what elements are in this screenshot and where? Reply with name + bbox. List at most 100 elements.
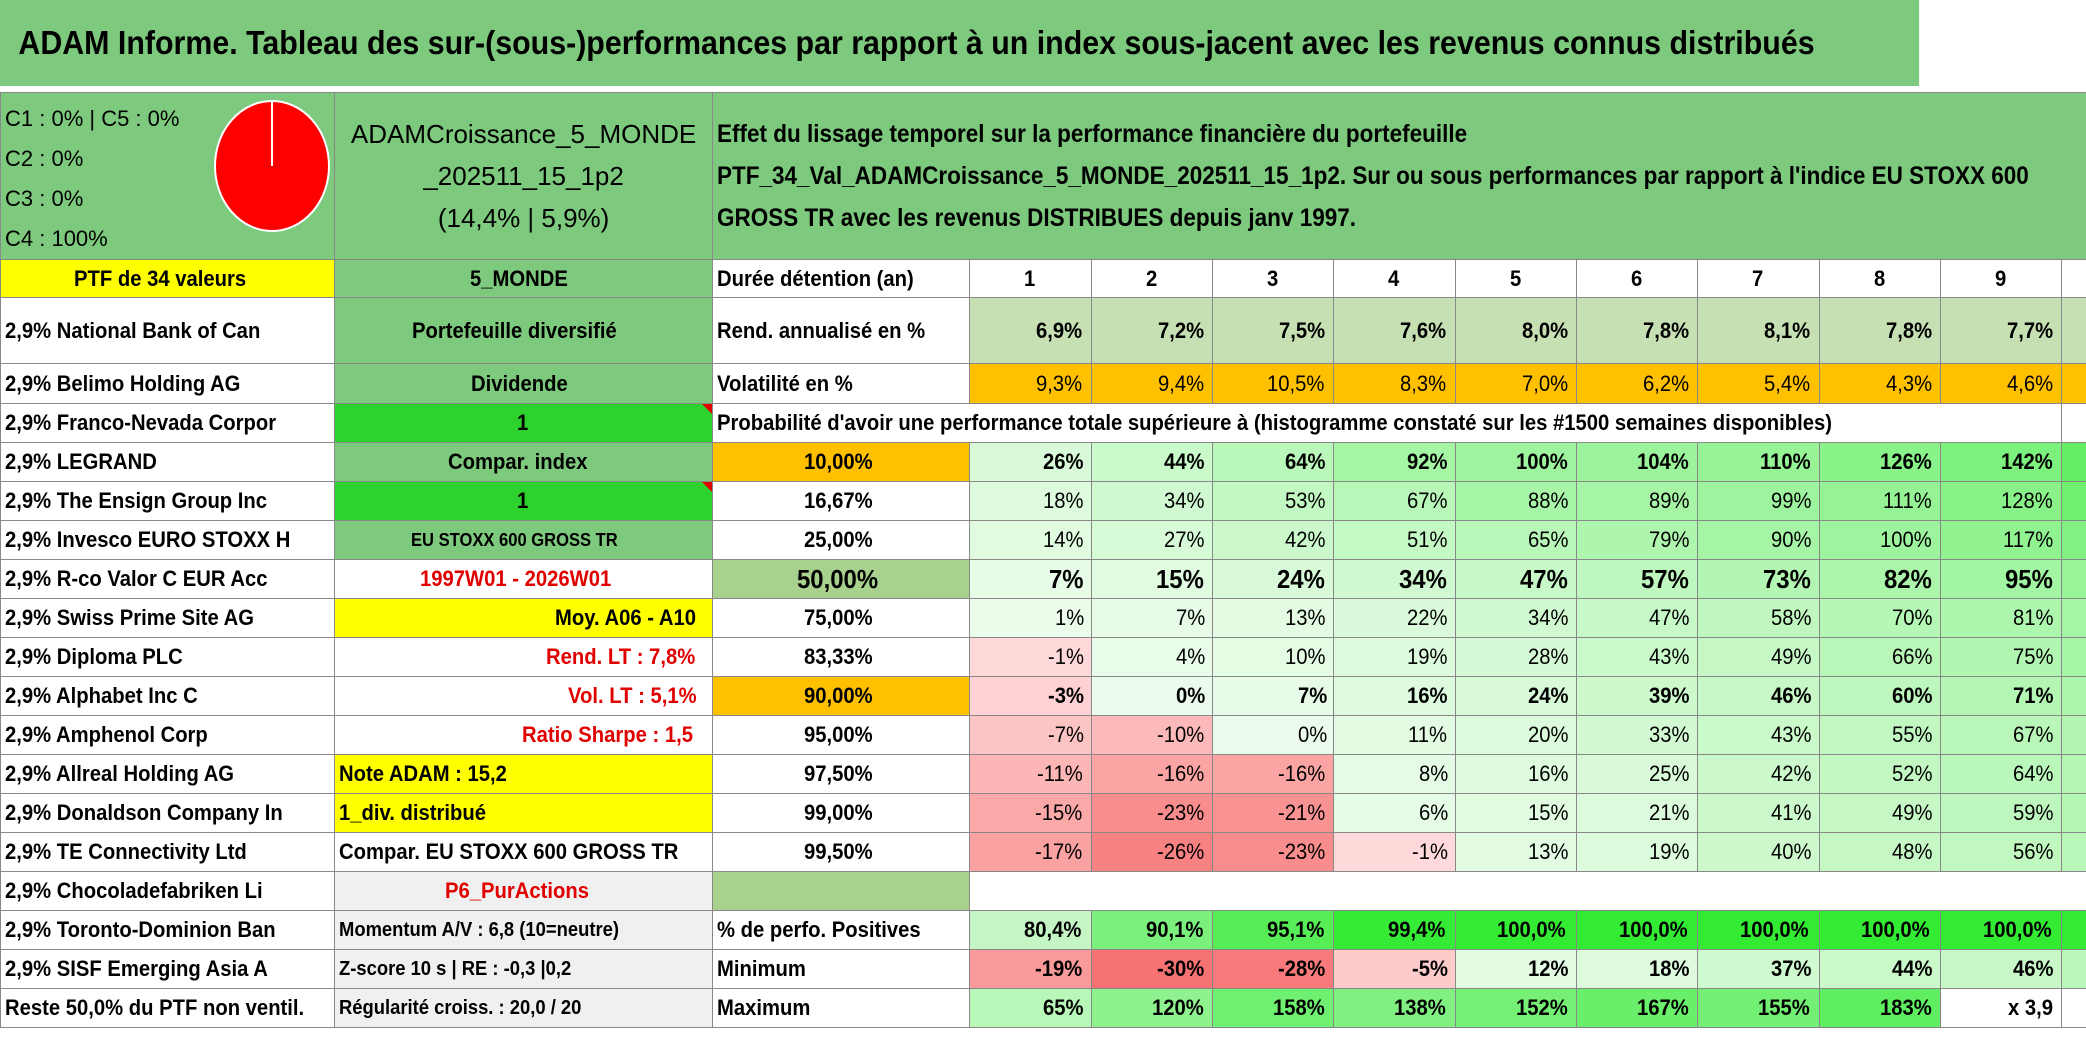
percentile-2-text: 16,67% bbox=[803, 488, 873, 513]
legend-line: C4 : 100% bbox=[5, 226, 108, 251]
cell-min-y5: 12% bbox=[1454, 949, 1577, 989]
prob-p3-y9: 117% bbox=[1939, 520, 2063, 560]
prob-p9-y1-text: -11% bbox=[1036, 761, 1083, 786]
cell-max-y7: 155% bbox=[1697, 988, 1820, 1028]
year-header-4-text: 4 bbox=[1388, 265, 1400, 291]
prob-p5-y4-text: 22% bbox=[1406, 605, 1448, 630]
prob-p10-y6: 21% bbox=[1575, 793, 1699, 833]
cell-rend-y1-text: 6,9% bbox=[1036, 317, 1083, 343]
year-header-7-text: 7 bbox=[1752, 265, 1764, 291]
fund-name-line: (14,4% | 5,9%) bbox=[437, 203, 610, 233]
prob-p8-y8-text: 55% bbox=[1891, 722, 1933, 747]
percentile-5: 75,00% bbox=[711, 598, 971, 638]
prob-p5-y1: 1% bbox=[969, 598, 1092, 638]
prob-p9-y7-text: 42% bbox=[1770, 761, 1812, 786]
holding-row-14: 2,9% TE Connectivity Ltd bbox=[0, 832, 336, 872]
info-cell-11: Ratio Sharpe : 1,5 bbox=[334, 715, 713, 755]
pos-label: % de perfo. Positives bbox=[711, 910, 971, 950]
cell-max-y9-text: x 3,9 bbox=[2008, 995, 2054, 1020]
year-header-6: 6 bbox=[1575, 259, 1699, 298]
prob-p4-y2: 15% bbox=[1090, 559, 1213, 599]
year-header-6-text: 6 bbox=[1630, 265, 1643, 291]
cell-max-y10: x 3,7 bbox=[2061, 988, 2086, 1028]
prob-p11-y9: 56% bbox=[1939, 832, 2063, 872]
prob-p4-y9: 95% bbox=[1939, 559, 2063, 599]
cell-max-y3: 158% bbox=[1211, 988, 1335, 1028]
year-header-1: 1 bbox=[969, 259, 1092, 298]
prob-p7-y9-text: 71% bbox=[2013, 683, 2054, 708]
prob-p9-y5: 16% bbox=[1454, 754, 1577, 794]
percentile-4-text: 50,00% bbox=[797, 563, 879, 594]
cell-min-y6: 18% bbox=[1575, 949, 1699, 989]
prob-p6-y3-text: 10% bbox=[1285, 644, 1326, 669]
prob-p7-y2: 0% bbox=[1090, 676, 1213, 716]
vol-label-text: Volatilité en % bbox=[717, 370, 853, 396]
prob-p1-y9-text: 142% bbox=[2000, 449, 2053, 474]
prob-p7-y5-text: 24% bbox=[1527, 683, 1569, 708]
prob-p2-y9: 128% bbox=[1939, 481, 2063, 521]
min-label: Minimum bbox=[711, 949, 971, 989]
cell-rend-y5-text: 8,0% bbox=[1521, 317, 1568, 343]
cell-min-y9-text: 46% bbox=[2013, 956, 2054, 981]
prob-p4-y6-text: 57% bbox=[1641, 563, 1690, 594]
empty-cell bbox=[2061, 403, 2086, 443]
holding-row-16: 2,9% Toronto-Dominion Ban bbox=[0, 910, 336, 950]
holding-row-9-text: 2,9% Diploma PLC bbox=[5, 644, 183, 669]
cell-vol-y8-text: 4,3% bbox=[1885, 370, 1932, 396]
prob-p9-y9: 64% bbox=[1939, 754, 2063, 794]
cell-max-y3-text: 158% bbox=[1273, 995, 1325, 1020]
info-cell-2-text: Dividende bbox=[471, 370, 568, 396]
rend-label-text: Rend. annualisé en % bbox=[717, 317, 926, 343]
prob-p2-y2: 34% bbox=[1090, 481, 1213, 521]
prob-p10-y3-text: -21% bbox=[1277, 800, 1326, 825]
description: Effet du lissage temporel sur la perform… bbox=[712, 92, 2086, 260]
cell-vol-y8: 4,3% bbox=[1818, 363, 1941, 404]
vol-label: Volatilité en % bbox=[711, 363, 971, 404]
cell-vol-y3: 10,5% bbox=[1211, 363, 1335, 404]
percentile-10: 99,00% bbox=[711, 793, 971, 833]
prob-p11-y3-text: -23% bbox=[1277, 839, 1326, 864]
cell-min-y8: 44% bbox=[1818, 949, 1941, 989]
prob-p9-y6-text: 25% bbox=[1649, 761, 1690, 786]
cell-max-y6: 167% bbox=[1575, 988, 1699, 1028]
prob-p10-y5-text: 15% bbox=[1527, 800, 1569, 825]
prob-p3-y7-text: 90% bbox=[1770, 527, 1812, 552]
zone-label-text: 5_MONDE bbox=[470, 265, 569, 291]
prob-p9-y4: 8% bbox=[1333, 754, 1456, 794]
prob-p5-y9-text: 81% bbox=[2013, 605, 2054, 630]
prob-p9-y3: -16% bbox=[1211, 754, 1335, 794]
prob-p10-y5: 15% bbox=[1454, 793, 1577, 833]
percentile-8-text: 95,00% bbox=[803, 722, 873, 747]
prob-title-text: Probabilité d'avoir une performance tota… bbox=[717, 410, 1833, 435]
prob-p11-y7-text: 40% bbox=[1770, 839, 1812, 864]
cell-vol-y6-text: 6,2% bbox=[1643, 370, 1690, 396]
prob-p1-y5-text: 100% bbox=[1515, 449, 1568, 474]
cell-pos-y6-text: 100,0% bbox=[1618, 917, 1688, 942]
prob-p1-y2-text: 44% bbox=[1163, 449, 1205, 474]
prob-p1-y8: 126% bbox=[1818, 442, 1941, 482]
prob-p6-y2: 4% bbox=[1090, 637, 1213, 677]
prob-p10-y1-text: -15% bbox=[1035, 800, 1083, 825]
prob-p5-y3: 13% bbox=[1211, 598, 1335, 638]
prob-p1-y7-text: 110% bbox=[1759, 449, 1811, 474]
holding-row-18-text: Reste 50,0% du PTF non ventil. bbox=[5, 995, 305, 1020]
cell-rend-y2-text: 7,2% bbox=[1157, 317, 1204, 343]
holding-row-3: 2,9% Franco-Nevada Corpor bbox=[0, 403, 336, 443]
prob-p2-y3-text: 53% bbox=[1285, 488, 1326, 513]
cell-pos-y6: 100,0% bbox=[1575, 910, 1699, 950]
holding-row-12-text: 2,9% Allreal Holding AG bbox=[5, 761, 235, 786]
prob-p4-y4-text: 34% bbox=[1398, 563, 1447, 594]
info-cell-16: Momentum A/V : 6,8 (10=neutre) bbox=[334, 910, 713, 950]
prob-p4-y8-text: 82% bbox=[1883, 563, 1932, 594]
holding-row-10-text: 2,9% Alphabet Inc C bbox=[5, 683, 198, 708]
prob-p10-y4: 6% bbox=[1333, 793, 1456, 833]
prob-p11-y1-text: -17% bbox=[1035, 839, 1083, 864]
holding-row-4: 2,9% LEGRAND bbox=[0, 442, 336, 482]
info-cell-16-text: Momentum A/V : 6,8 (10=neutre) bbox=[339, 918, 620, 941]
prob-p1-y7: 110% bbox=[1697, 442, 1820, 482]
allocation-legend: C1 : 0% | C5 : 0% C2 : 0% C3 : 0% C4 : 100% bbox=[0, 92, 336, 260]
info-cell-1: Portefeuille diversifié bbox=[334, 297, 713, 364]
holding-row-14-text: 2,9% TE Connectivity Ltd bbox=[5, 839, 247, 864]
prob-p1-y10: 175% bbox=[2061, 442, 2086, 482]
prob-p4-y2-text: 15% bbox=[1155, 563, 1204, 594]
